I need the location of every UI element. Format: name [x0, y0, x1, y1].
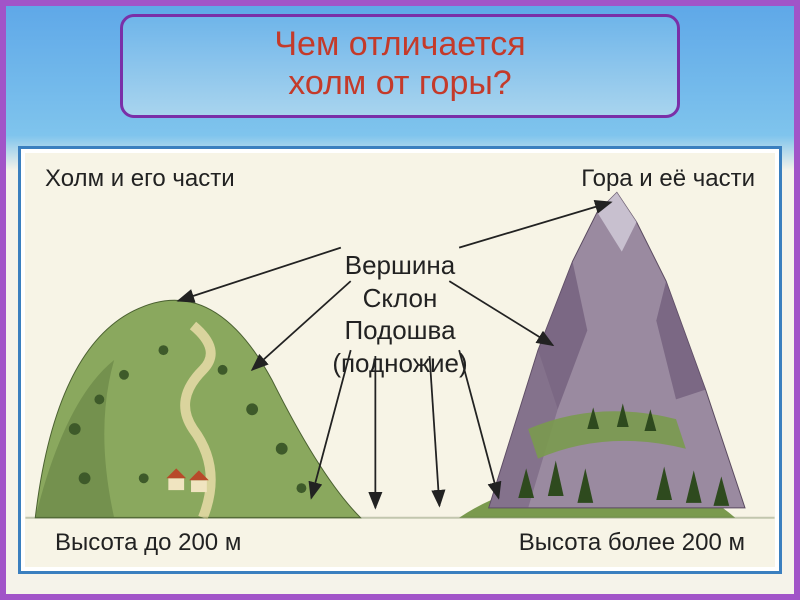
hill-graphic: [35, 300, 360, 518]
label-slope: Склон: [332, 282, 467, 315]
mountain-graphic: [459, 192, 745, 517]
title-line-2: холм от горы?: [139, 64, 661, 103]
diagram-inner: Холм и его части Гора и её части: [25, 153, 775, 567]
title-line-1: Чем отличается: [139, 25, 661, 64]
label-foot-1: Подошва: [332, 314, 467, 347]
title-box: Чем отличается холм от горы?: [120, 14, 680, 118]
label-peak: Вершина: [332, 249, 467, 282]
hill-height-label: Высота до 200 м: [55, 529, 241, 557]
label-foot-2: (подножие): [332, 347, 467, 380]
center-labels: Вершина Склон Подошва (подножие): [332, 249, 467, 379]
mountain-height-label: Высота более 200 м: [519, 529, 745, 557]
outer-frame: Чем отличается холм от горы? Холм и его …: [0, 0, 800, 600]
diagram-panel: Холм и его части Гора и её части: [18, 146, 782, 574]
